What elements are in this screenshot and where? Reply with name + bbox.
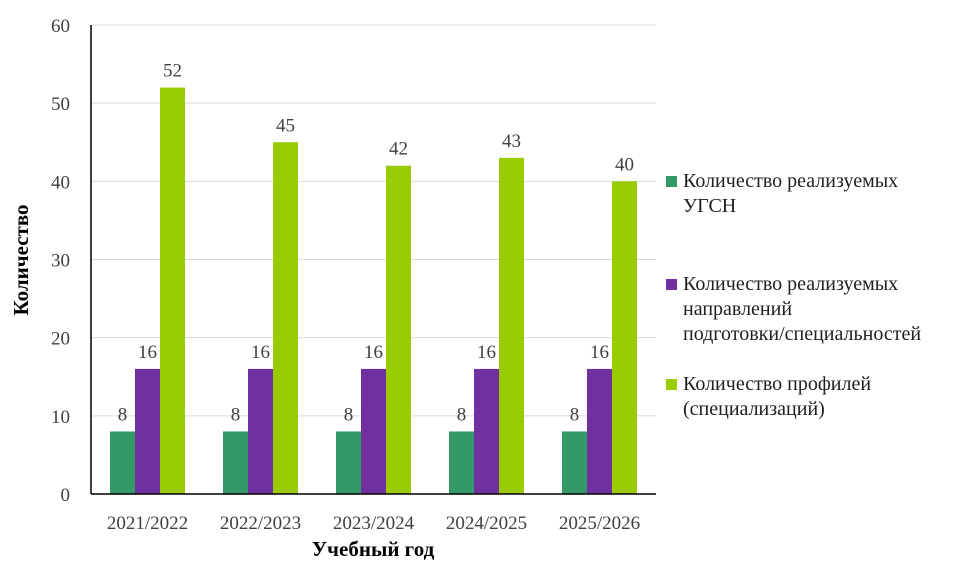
data-label: 8 <box>231 404 241 425</box>
legend-item: Количество реализуемых УГСН <box>666 170 898 217</box>
y-tick-labels: 0 10 20 30 40 50 60 <box>51 16 70 506</box>
legend-label: УГСН <box>683 195 736 217</box>
bar <box>110 431 135 494</box>
legend-label: Количество профилей <box>683 373 871 395</box>
bar <box>248 368 273 494</box>
y-tick-label: 0 <box>61 485 71 506</box>
bar <box>562 431 587 494</box>
legend-label: Количество реализуемых <box>683 170 898 192</box>
data-label: 16 <box>590 342 609 363</box>
data-label: 52 <box>163 61 182 82</box>
bar <box>449 431 474 494</box>
bar <box>361 368 386 494</box>
legend-swatch <box>666 176 677 187</box>
data-label: 43 <box>502 131 521 152</box>
y-tick-label: 60 <box>51 16 70 37</box>
legend-label: направлений <box>683 298 792 320</box>
x-tick-label: 2024/2025 <box>446 513 527 534</box>
x-tick-labels: 2021/2022 2022/2023 2023/2024 2024/2025 2025… <box>107 513 640 534</box>
data-label: 8 <box>457 404 467 425</box>
data-label: 8 <box>570 404 580 425</box>
data-label: 45 <box>276 115 295 136</box>
legend-label: подготовки/специальностей <box>683 323 921 345</box>
data-label: 16 <box>138 342 157 363</box>
data-label: 8 <box>344 404 354 425</box>
data-label: 16 <box>364 342 383 363</box>
x-axis-title: Учебный год <box>312 537 435 561</box>
x-tick-label: 2025/2026 <box>559 513 640 534</box>
bar <box>499 157 524 494</box>
gridlines <box>91 24 656 417</box>
bar <box>336 431 361 494</box>
bar <box>474 368 499 494</box>
bar <box>587 368 612 494</box>
y-tick-label: 20 <box>51 329 70 350</box>
y-axis-title: Количество <box>9 204 33 315</box>
legend-item: Количество реализуемых направлений подгото… <box>666 273 921 345</box>
legend-item: Количество профилей (специализаций) <box>666 373 871 420</box>
x-tick-label: 2022/2023 <box>220 513 301 534</box>
data-label: 16 <box>251 342 270 363</box>
data-labels: 8 16 52 8 16 45 8 16 42 8 16 43 8 16 40 <box>118 61 634 426</box>
bar <box>160 87 185 495</box>
bar <box>223 431 248 494</box>
axes <box>90 25 656 495</box>
data-label: 16 <box>477 342 496 363</box>
bar <box>612 181 637 495</box>
x-tick-label: 2021/2022 <box>107 513 188 534</box>
legend-swatch <box>666 379 677 390</box>
data-label: 42 <box>389 139 408 160</box>
legend-label: Количество реализуемых <box>683 273 898 295</box>
data-label: 40 <box>615 154 634 175</box>
bar <box>135 368 160 494</box>
data-label: 8 <box>118 404 128 425</box>
x-tick-label: 2023/2024 <box>333 513 415 534</box>
y-tick-label: 30 <box>51 251 70 272</box>
y-tick-label: 40 <box>51 172 70 193</box>
legend-swatch <box>666 279 677 290</box>
bar <box>386 165 411 494</box>
y-tick-label: 50 <box>51 94 70 115</box>
legend-label: (специализаций) <box>683 398 825 420</box>
bar <box>273 142 298 494</box>
bars <box>110 87 637 495</box>
y-tick-label: 10 <box>51 407 70 428</box>
